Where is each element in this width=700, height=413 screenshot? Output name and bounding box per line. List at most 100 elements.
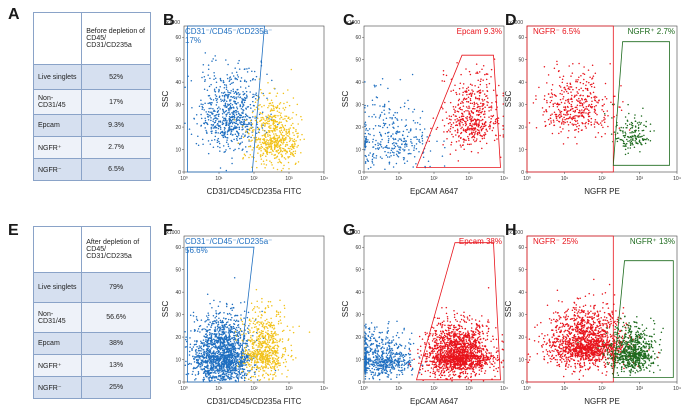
data-point — [383, 106, 386, 108]
data-point — [555, 113, 558, 116]
data-point — [571, 123, 573, 125]
data-point — [204, 343, 206, 345]
data-point — [502, 103, 505, 105]
x-tick-label: 10³ — [636, 176, 644, 182]
data-point — [223, 132, 225, 135]
data-point — [368, 154, 370, 156]
data-point — [450, 141, 453, 144]
data-point — [201, 108, 203, 110]
data-point — [201, 368, 203, 371]
data-point — [244, 99, 247, 102]
data-point — [490, 76, 492, 78]
data-point — [560, 115, 562, 117]
data-point — [214, 320, 216, 322]
data-point — [226, 303, 228, 306]
data-point — [563, 86, 566, 89]
data-point — [205, 355, 208, 358]
data-point — [582, 72, 584, 75]
data-point — [261, 335, 263, 337]
data-point — [269, 361, 271, 364]
data-point — [242, 148, 244, 150]
data-point — [206, 360, 209, 362]
y-tick-label: 20 — [175, 125, 181, 131]
data-point — [184, 86, 186, 89]
data-point — [643, 134, 645, 137]
data-point — [466, 93, 468, 96]
data-point — [553, 121, 555, 123]
data-point — [269, 92, 271, 94]
data-point — [204, 127, 206, 129]
y-tick-label: 0 — [521, 170, 524, 176]
data-point — [575, 94, 578, 96]
data-point — [285, 361, 288, 363]
data-point — [364, 111, 366, 113]
panel-letter-f: F — [163, 222, 173, 239]
data-point — [246, 356, 249, 359]
data-point — [259, 112, 262, 114]
data-point — [281, 131, 284, 134]
data-point — [194, 379, 196, 381]
data-point — [458, 140, 460, 142]
data-point — [267, 338, 270, 340]
data-point — [461, 108, 463, 111]
data-point — [259, 334, 261, 336]
data-point — [415, 143, 418, 145]
data-point — [482, 90, 484, 92]
data-point — [283, 164, 285, 167]
data-point — [441, 155, 444, 157]
data-point — [276, 168, 279, 171]
data-point — [261, 360, 263, 362]
data-point — [215, 97, 217, 100]
data-point — [209, 77, 211, 80]
data-point — [364, 125, 366, 128]
data-point — [473, 123, 475, 126]
data-point — [480, 102, 482, 105]
data-point — [247, 369, 249, 372]
data-point — [243, 336, 246, 338]
y-tick-label: 0 — [178, 170, 181, 176]
data-point — [241, 97, 243, 100]
data-point — [234, 148, 236, 151]
data-point — [626, 124, 629, 127]
data-point — [622, 145, 625, 147]
data-point — [214, 330, 217, 332]
data-point — [468, 111, 470, 113]
data-point — [483, 125, 485, 128]
data-point — [494, 118, 497, 121]
data-point — [589, 111, 591, 114]
data-point — [192, 370, 194, 373]
data-point — [308, 331, 311, 333]
data-point — [396, 150, 398, 153]
data-point — [604, 95, 606, 98]
data-point — [293, 155, 295, 158]
data-point — [489, 127, 491, 130]
data-point — [364, 107, 366, 109]
data-point — [270, 139, 272, 142]
data-point — [207, 323, 210, 326]
data-point — [632, 143, 634, 146]
data-point — [247, 123, 249, 126]
data-point — [273, 107, 275, 110]
data-point — [471, 129, 474, 131]
data-point — [219, 108, 221, 110]
data-point — [246, 136, 249, 139]
data-point — [288, 150, 291, 152]
data-point — [205, 129, 207, 132]
data-point — [223, 129, 226, 131]
data-point — [219, 348, 222, 350]
data-point — [211, 369, 213, 372]
data-point — [234, 353, 236, 356]
data-point — [225, 358, 227, 361]
data-point — [256, 349, 259, 351]
data-point — [436, 126, 439, 129]
data-point — [275, 157, 277, 159]
data-point — [288, 156, 291, 158]
data-point — [226, 360, 228, 363]
data-point — [399, 78, 402, 81]
data-point — [251, 358, 254, 360]
data-point — [393, 147, 396, 150]
data-point — [259, 353, 261, 356]
data-point — [448, 118, 451, 120]
data-point — [374, 124, 377, 127]
data-point — [264, 166, 266, 169]
